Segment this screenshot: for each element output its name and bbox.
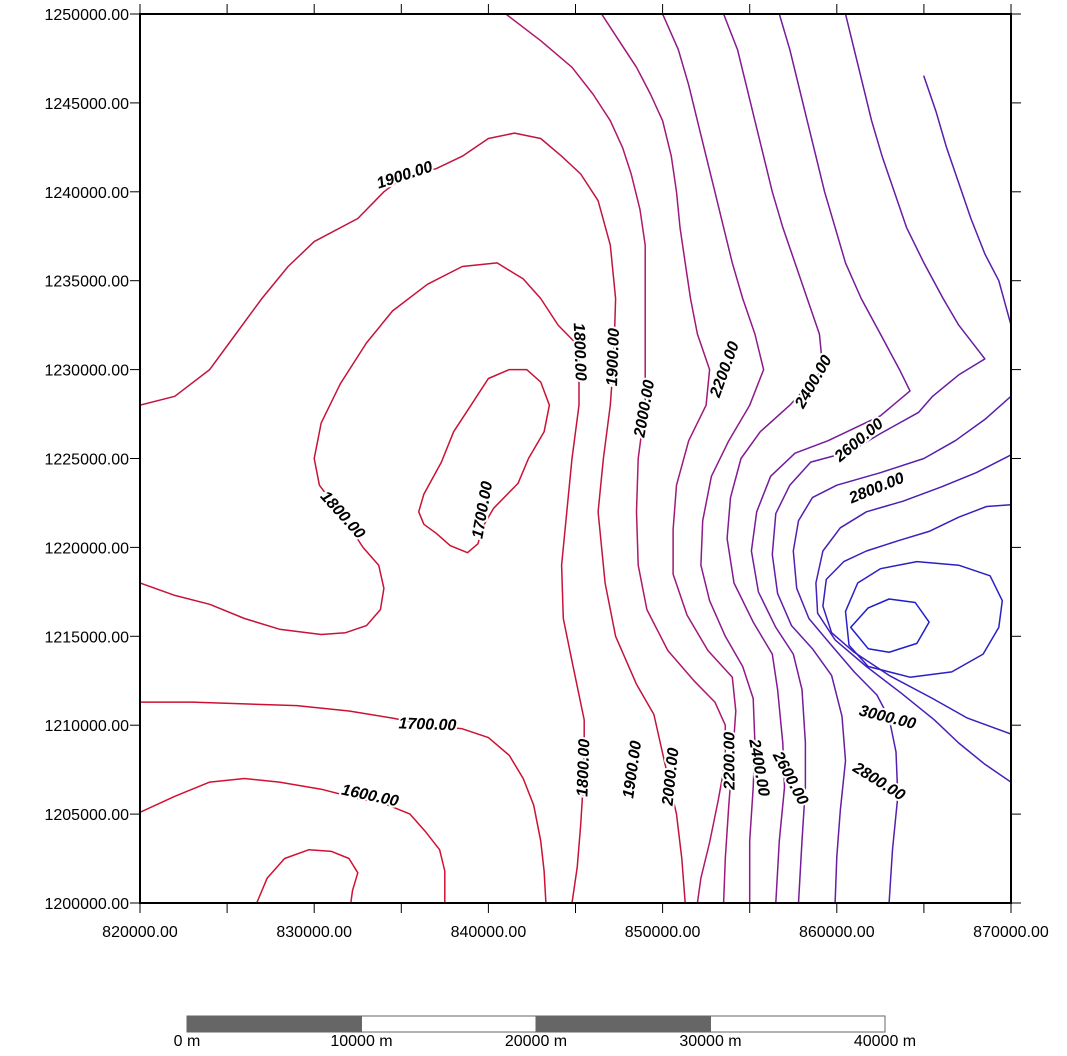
contour-label: 1900.00 (604, 328, 623, 386)
y-tick-label: 1225000.00 (44, 452, 129, 469)
scale-bar-label: 20000 m (505, 1033, 567, 1050)
scale-bar-label: 0 m (174, 1033, 201, 1050)
contour-label: 3000.00 (857, 703, 917, 734)
contour-lines (140, 14, 1011, 903)
contour-label: 2800.00 (846, 470, 907, 508)
y-tick-label: 1250000.00 (44, 7, 129, 24)
contour-label: 1600.00 (340, 782, 400, 811)
contour-label: 1800.00 (317, 488, 368, 542)
y-tick-label: 1205000.00 (44, 807, 129, 824)
contour-line-4000 (849, 598, 930, 654)
contour-label: 2600.00 (831, 415, 887, 466)
scale-bar-label: 10000 m (330, 1033, 392, 1050)
x-tick-label: 820000.00 (102, 924, 178, 941)
contour-label: 2200.00 (707, 339, 743, 400)
y-tick-label: 1200000.00 (44, 896, 129, 913)
scale-bar: 0 m 10000 m 20000 m 30000 m 40000 m (174, 1015, 916, 1050)
y-tick-label: 1220000.00 (44, 540, 129, 557)
contour-line-3600 (822, 503, 1011, 735)
y-tick-label: 1235000.00 (44, 274, 129, 291)
contour-line-1700 (417, 368, 551, 554)
contour-label: 1700.00 (398, 715, 456, 734)
x-tick-label: 830000.00 (276, 924, 352, 941)
scale-bar-segment (186, 1015, 362, 1033)
contour-line-2800 (750, 14, 911, 903)
contour-line-1600 (140, 777, 446, 903)
y-tick-label: 1245000.00 (44, 96, 129, 113)
contour-line-2200 (600, 14, 737, 903)
contour-label: 2200.00 (722, 732, 739, 791)
y-tick-label: 1230000.00 (44, 363, 129, 380)
contour-label: 1800.00 (574, 739, 593, 797)
contour-line-3200 (923, 75, 1011, 326)
contour-label: 2400.00 (792, 353, 836, 413)
y-tick-label: 1210000.00 (44, 718, 129, 735)
scale-bar-label: 30000 m (679, 1033, 741, 1050)
contour-label: 1900.00 (375, 158, 435, 192)
contour-label: 2000.00 (631, 379, 658, 440)
y-tick-label: 1240000.00 (44, 185, 129, 202)
x-tick-label: 860000.00 (799, 924, 875, 941)
scale-bar-segment (361, 1015, 537, 1033)
y-tick-label: 1215000.00 (44, 629, 129, 646)
scale-bar-segment (535, 1015, 711, 1033)
x-tick-label: 840000.00 (451, 924, 527, 941)
contour-label: 1800.00 (570, 323, 589, 381)
x-tick-label: 870000.00 (973, 924, 1049, 941)
x-tick-label: 850000.00 (625, 924, 701, 941)
contour-line-2600 (722, 14, 824, 903)
contour-line-2000 (505, 14, 727, 903)
contour-line-3800 (844, 560, 1004, 678)
contour-line-2400 (661, 14, 765, 903)
contour-line-3000 (771, 14, 986, 903)
contour-label: 1900.00 (620, 740, 645, 800)
contour-line-1800 (140, 262, 585, 903)
contour-line-1900 (140, 132, 686, 903)
contour-line-1700 (140, 701, 547, 903)
scale-bar-segment (710, 1015, 886, 1033)
contour-line-1600 (255, 848, 359, 903)
contour-labels: 1900.00 1800.00 1900.00 2000.00 2200.00 2400.… (315, 156, 920, 812)
contour-line-3200 (792, 395, 1011, 903)
contour-label: 2800.00 (849, 759, 908, 805)
axes: 820000.00 830000.00 840000.00 850000.00 8600… (44, 4, 1049, 941)
contour-label: 2400.00 (745, 737, 772, 798)
scale-bar-label: 40000 m (854, 1033, 916, 1050)
contour-line-3400 (815, 454, 1011, 783)
